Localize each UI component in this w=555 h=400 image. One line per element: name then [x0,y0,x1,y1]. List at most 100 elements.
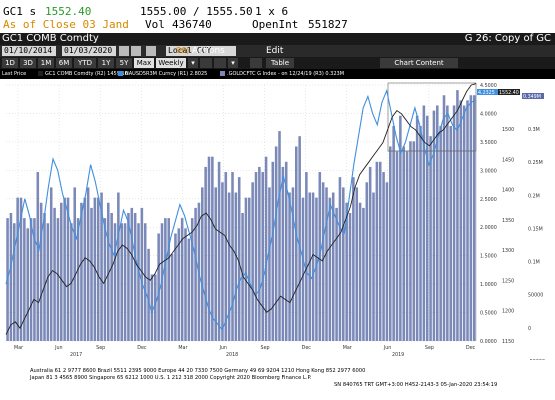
cftc-bar [167,218,170,341]
open-interest-value: 551827 [308,18,348,31]
cftc-bar [425,115,429,341]
price-chart[interactable]: 4.5000 4.0000 3.5000 3.0000 2.5000 2.0000 1.50… [0,79,555,360]
cftc-bar [328,197,332,341]
ratio-series-line [5,88,477,331]
cftc-bar [335,207,338,341]
end-date-input[interactable]: 01/03/2020 [62,46,116,56]
x-tick-label: Sep [425,345,434,351]
frequency-select[interactable]: Weekly [156,58,186,68]
footer-line-2: Japan 81 3 4565 8900 Singapore 65 6212 1… [30,375,312,381]
range-1y-button[interactable]: 1Y [98,58,114,68]
cftc-bar [76,218,80,341]
cftc-bar [278,131,281,341]
cftc-bar [452,105,456,341]
cftc-bar [100,192,103,341]
cftc-bar [254,172,258,341]
date-toolbar: 01/10/2014 01/03/2020 Local CCY 96) Acti… [0,45,555,57]
range-ytd-button[interactable]: YTD [74,58,96,68]
cftc-bar [36,172,40,341]
range-1d-button[interactable]: 1D [2,58,18,68]
range-max-button[interactable]: Max [134,58,154,68]
cftc-bar [56,218,60,341]
cftc-bar [9,213,13,341]
actions-menu-label[interactable]: Actions [192,46,225,56]
cftc-bar [86,187,90,341]
cftc-bar [348,213,352,341]
cftc-bar [472,95,476,342]
axis-tick-label: 3.5000 [480,140,497,146]
line-chart-icon[interactable] [200,58,212,68]
cftc-bar [419,125,422,342]
grid-icon[interactable] [250,58,262,68]
cftc-bar [26,228,29,341]
axis-tick-label: 0.15M [528,226,543,232]
cftc-bar [177,228,181,341]
cftc-bar [164,218,167,341]
range-1m-button[interactable]: 1M [38,58,54,68]
cftc-bar [378,161,382,341]
cftc-bar [251,182,254,341]
security-title: GC1 COMB Comdty [2,33,99,44]
chart-canvas[interactable]: 4.5000 4.0000 3.5000 3.0000 2.5000 2.0000 1.50… [0,79,555,360]
start-date-input[interactable]: 01/10/2014 [2,46,56,56]
cftc-bar [29,218,33,341]
chevron-down-icon[interactable]: ▾ [228,58,238,68]
cftc-bar [389,146,392,341]
table-button[interactable]: Table [266,58,294,68]
cftc-bar [127,213,130,341]
cftc-bar [459,100,463,341]
cftc-bar [365,182,369,341]
edit-menu-label[interactable]: Edit [266,46,284,56]
calendar-icon[interactable] [119,46,129,56]
cftc-bar [281,166,285,341]
axis-tick-label: 2.5000 [480,197,497,203]
currency-select[interactable]: Local CCY [166,46,236,56]
cftc-bar [201,187,204,341]
chart-content-button[interactable]: Chart Content [380,58,458,68]
year-label: 2018 [226,352,238,358]
legend-nausd: NAUSD5R3M Curncy (R1) 2.8025 [118,69,207,79]
cftc-bar [436,105,439,341]
cftc-bar [110,213,113,341]
chart-type-icon[interactable] [146,46,156,56]
cftc-bar [244,197,248,341]
axis-tick-label: 2.0000 [480,225,497,231]
cftc-bar [362,207,365,341]
cftc-bar [140,207,144,341]
range-5y-button[interactable]: 5Y [116,58,132,68]
cftc-bar [462,105,466,341]
cftc-bar [469,95,473,342]
cftc-bar [187,238,191,341]
range-6m-button[interactable]: 6M [56,58,72,68]
draw-icon[interactable] [214,58,226,68]
chevron-down-icon[interactable]: ▾ [188,58,198,68]
cftc-bar [237,177,241,341]
cftc-bar [194,207,197,341]
cftc-bar [449,125,452,342]
footer: Australia 61 2 9777 8600 Brazil 5511 239… [0,360,555,400]
cftc-bar [66,197,70,341]
bid-ask-size: 1 x 6 [255,5,289,18]
axis-tick-label: -50000 [528,359,545,360]
cftc-bar [113,223,117,341]
cftc-bar [258,166,261,341]
range-3d-button[interactable]: 3D [20,58,36,68]
cftc-bar [295,146,298,341]
cftc-bar [231,172,234,341]
last-value-tag [498,89,520,95]
cftc-bar [456,90,459,342]
cftc-bar [439,125,442,342]
cftc-bar [80,202,83,341]
cftc-bar [429,136,432,341]
cftc-bar [268,187,271,341]
cftc-bar [83,197,87,341]
cftc-bar [446,105,449,341]
axis-tick-label: 0.2M [528,193,540,199]
cftc-bar [331,192,335,341]
cftc-bar [291,187,295,341]
actions-menu[interactable]: 96) [176,45,189,57]
calendar-icon[interactable] [131,46,141,56]
cftc-bar [442,95,446,342]
cftc-bar [107,202,110,341]
cftc-bar [53,207,56,341]
